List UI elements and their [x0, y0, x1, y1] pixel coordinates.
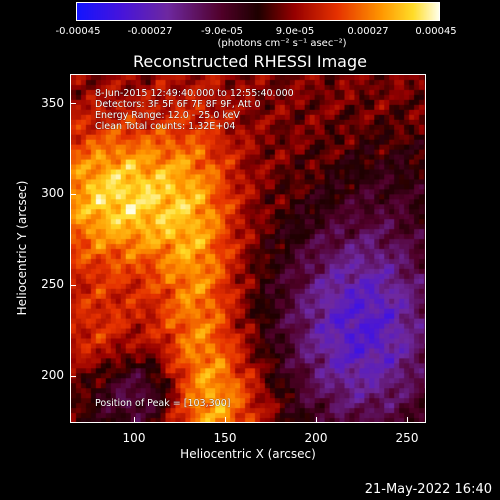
x-tick-label: 200 — [304, 431, 328, 445]
x-tick-mark — [407, 417, 408, 423]
y-axis-label: Heliocentric Y (arcsec) — [15, 180, 29, 316]
y-tick-mark — [70, 194, 76, 195]
method-label: Clean Total counts: 1.32E+04 — [95, 121, 236, 132]
colorbar-tick: 0.00027 — [347, 26, 389, 37]
colorbar-tick: -9.0e-05 — [201, 26, 243, 37]
y-tick-label: 300 — [41, 186, 64, 200]
timestamp: 21-May-2022 16:40 — [364, 482, 492, 497]
x-tick-mark — [316, 417, 317, 423]
detectors-label: Detectors: 3F 5F 6F 7F 8F 9F, Att 0 — [95, 99, 261, 110]
chart-title: Reconstructed RHESSI Image — [133, 52, 367, 71]
colorbar — [76, 2, 440, 21]
x-axis-label: Heliocentric X (arcsec) — [180, 447, 316, 461]
x-tick-label: 150 — [213, 431, 237, 445]
y-tick-label: 250 — [41, 277, 64, 291]
colorbar-tick: 0.00045 — [415, 26, 457, 37]
time-range-label: 8-Jun-2015 12:49:40.000 to 12:55:40.000 — [95, 88, 294, 99]
colorbar-tick: -0.00045 — [55, 26, 101, 37]
energy-range-label: Energy Range: 12.0 - 25.0 keV — [95, 110, 240, 121]
colorbar-tick: -0.00027 — [127, 26, 173, 37]
y-tick-mark — [70, 285, 76, 286]
y-tick-label: 200 — [41, 368, 64, 382]
x-tick-label: 100 — [122, 431, 146, 445]
y-tick-mark — [70, 376, 76, 377]
peak-position-label: Position of Peak = [103,300] — [95, 398, 231, 409]
x-tick-mark — [134, 417, 135, 423]
colorbar-unit: (photons cm⁻² s⁻¹ asec⁻²) — [217, 38, 347, 49]
colorbar-tick: 9.0e-05 — [275, 26, 315, 37]
x-tick-label: 250 — [395, 431, 419, 445]
y-tick-mark — [70, 103, 76, 104]
colorbar-gradient — [77, 3, 439, 20]
heatmap-image — [71, 75, 425, 422]
x-tick-mark — [225, 417, 226, 423]
plot-area: 8-Jun-2015 12:49:40.000 to 12:55:40.000 … — [70, 74, 426, 423]
y-tick-label: 350 — [41, 96, 64, 110]
